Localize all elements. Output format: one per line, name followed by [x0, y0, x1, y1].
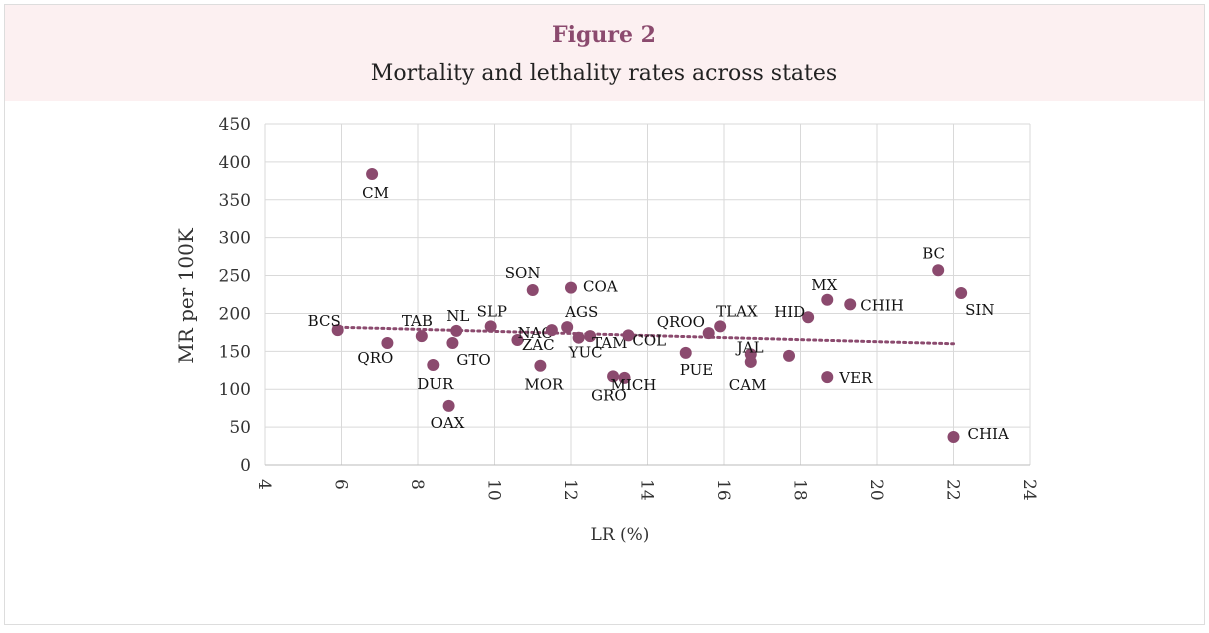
- point: [366, 168, 379, 181]
- point: [561, 321, 574, 334]
- point-label: CAM: [729, 376, 767, 394]
- point-label: TLAX: [716, 302, 758, 320]
- y-tick-label: 100: [219, 380, 251, 400]
- chart-subtitle: Mortality and lethality rates across sta…: [371, 61, 837, 86]
- y-tick-label: 450: [219, 115, 251, 135]
- point-label: NL: [446, 307, 469, 325]
- trendline: [332, 325, 955, 346]
- x-tick-label: 16: [713, 479, 733, 501]
- point: [679, 346, 692, 359]
- x-tick-label: 24: [1019, 479, 1039, 501]
- point-label: COL: [632, 331, 666, 349]
- chart-title: Figure 2: [552, 22, 656, 48]
- point: [331, 324, 344, 337]
- point: [415, 330, 428, 343]
- y-tick-label: 150: [219, 342, 251, 362]
- point: [565, 281, 577, 294]
- point-label: GTO: [456, 351, 490, 369]
- y-axis-label: MR per 100K: [174, 227, 198, 364]
- point-label: COA: [583, 278, 618, 296]
- point: [802, 311, 815, 324]
- point-label: YUC: [568, 344, 603, 362]
- point-label: BC: [922, 244, 945, 262]
- header-band: [5, 5, 1204, 101]
- point-label: MOR: [524, 376, 564, 394]
- point-label: QROO: [657, 313, 705, 331]
- point: [442, 399, 455, 412]
- point-label: MX: [811, 276, 837, 294]
- point: [511, 333, 524, 346]
- point: [844, 298, 857, 311]
- point-label: MICH: [611, 376, 657, 394]
- point: [584, 330, 597, 343]
- y-tick-label: 0: [240, 456, 251, 476]
- point: [484, 320, 497, 333]
- point: [702, 327, 715, 340]
- point: [783, 349, 796, 362]
- point-label: JAL: [735, 338, 764, 356]
- frame: [4, 4, 1205, 625]
- point-label: CHIA: [968, 425, 1009, 443]
- point: [714, 320, 727, 333]
- x-tick-label: 12: [560, 479, 580, 501]
- x-tick-label: 6: [331, 479, 351, 490]
- x-tick-label: 18: [790, 479, 810, 501]
- x-axis-label: LR (%): [591, 525, 650, 545]
- point-label: GRO: [591, 386, 627, 404]
- point: [572, 331, 585, 344]
- point: [932, 264, 945, 277]
- point-label: SIN: [965, 301, 994, 319]
- point-label: QRO: [357, 349, 393, 367]
- point: [947, 430, 960, 443]
- point: [545, 324, 558, 337]
- point: [821, 293, 834, 306]
- point: [446, 336, 459, 349]
- point-label: BCS: [308, 312, 341, 330]
- x-tick-label: 22: [943, 479, 963, 501]
- y-tick-label: 200: [219, 304, 251, 324]
- point-label: CM: [362, 184, 389, 202]
- point: [381, 336, 394, 349]
- point-label: PUE: [680, 361, 713, 379]
- point-label: SLP: [477, 302, 507, 320]
- point-label: CHIH: [860, 296, 904, 314]
- point: [534, 359, 547, 372]
- point: [744, 355, 757, 368]
- y-tick-label: 350: [219, 191, 251, 211]
- point: [618, 371, 631, 384]
- point-label: OAX: [431, 414, 465, 432]
- point: [622, 329, 635, 342]
- point-label: DUR: [417, 375, 454, 393]
- point-label: SON: [505, 264, 541, 282]
- x-tick-label: 8: [407, 479, 427, 490]
- point-label: TAB: [402, 312, 433, 330]
- point-label: ZAC: [522, 336, 555, 354]
- point: [450, 324, 463, 337]
- x-tick-label: 20: [866, 479, 886, 501]
- x-tick-label: 10: [484, 479, 504, 501]
- point-label: AGS: [564, 303, 598, 321]
- point: [607, 370, 620, 383]
- point: [955, 286, 968, 299]
- point: [821, 371, 834, 384]
- y-tick-label: 250: [219, 267, 251, 287]
- point: [427, 358, 440, 371]
- x-tick-label: 14: [637, 479, 657, 501]
- point-label: VER: [838, 369, 873, 387]
- x-tick-label: 4: [254, 479, 274, 490]
- point-label: NAC: [517, 324, 552, 342]
- y-tick-label: 50: [229, 418, 251, 438]
- y-tick-label: 400: [219, 153, 251, 173]
- point: [526, 283, 539, 296]
- y-tick-label: 300: [219, 229, 251, 249]
- point-label: TAM: [592, 334, 627, 352]
- point-label: HID: [774, 303, 805, 321]
